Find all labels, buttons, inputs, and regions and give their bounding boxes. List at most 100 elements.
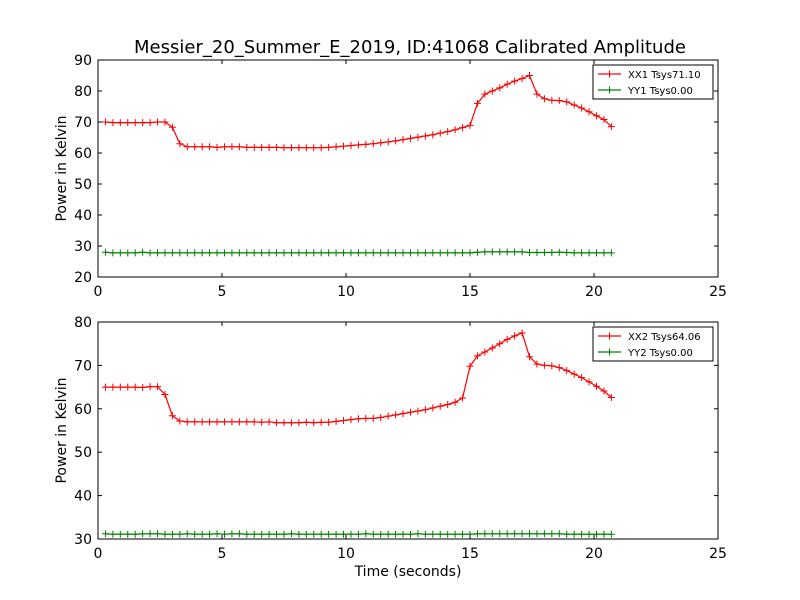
data-point [183, 530, 191, 538]
data-point [198, 530, 206, 538]
data-point [607, 123, 615, 131]
data-point [191, 143, 199, 151]
data-point [533, 249, 541, 257]
data-point [198, 418, 206, 426]
data-point [325, 143, 333, 151]
data-point [384, 412, 392, 420]
data-point [206, 249, 214, 257]
data-point [273, 249, 281, 257]
data-point [406, 134, 414, 142]
data-point [406, 530, 414, 538]
data-point [280, 530, 288, 538]
data-point [540, 95, 548, 103]
data-point [228, 143, 236, 151]
data-point [258, 143, 266, 151]
data-point [302, 418, 310, 426]
data-point [340, 417, 348, 425]
y-axis-label: Power in Kelvin [54, 115, 70, 221]
y-tick-label: 30 [74, 239, 92, 255]
data-point [578, 104, 586, 112]
data-point [518, 248, 526, 256]
data-point [250, 143, 258, 151]
data-point [563, 367, 571, 375]
axes-frame-1 [97, 59, 719, 278]
data-point [139, 530, 147, 538]
legend-entry: YY1 Tsys0.00 [627, 86, 693, 97]
data-point [191, 249, 199, 257]
data-point [488, 87, 496, 95]
legend-box [592, 64, 714, 100]
data-point [429, 249, 437, 257]
data-point [124, 383, 132, 391]
legend-entry: XX1 Tsys71.10 [628, 70, 701, 81]
data-point [362, 140, 370, 148]
data-point [280, 419, 288, 427]
data-point [168, 249, 176, 257]
data-point [124, 249, 132, 257]
x-tick-label: 5 [218, 546, 227, 562]
data-point [213, 530, 221, 538]
y-tick-label: 30 [74, 532, 92, 548]
data-point [139, 384, 147, 392]
data-point [116, 530, 124, 538]
data-point [146, 530, 154, 538]
data-point [273, 143, 281, 151]
x-axis-label: Time (seconds) [354, 564, 462, 580]
data-point [369, 140, 377, 148]
data-point [533, 90, 541, 98]
data-point [585, 249, 593, 257]
data-point [220, 143, 228, 151]
data-point [243, 249, 251, 257]
data-point [228, 530, 236, 538]
x-tick-label: 25 [709, 284, 727, 300]
data-point [146, 119, 154, 127]
data-point [220, 530, 228, 538]
y-tick-label: 20 [74, 270, 92, 286]
data-point [258, 418, 266, 426]
data-point [406, 408, 414, 416]
data-point [555, 530, 563, 538]
data-point [191, 530, 199, 538]
data-point [414, 407, 422, 415]
data-point [421, 132, 429, 140]
legend-entry: XX2 Tsys64.06 [628, 332, 701, 343]
data-point [518, 530, 526, 538]
data-point [332, 143, 340, 151]
data-point [406, 249, 414, 257]
x-tick-label: 5 [218, 284, 227, 300]
data-point [325, 249, 333, 257]
data-point [287, 419, 295, 427]
data-point [228, 249, 236, 257]
x-tick-label: 0 [94, 546, 103, 562]
legend-2: XX2 Tsys64.06 YY2 Tsys0.00 [592, 326, 714, 362]
data-point [295, 144, 303, 152]
data-point [503, 530, 511, 538]
data-point [310, 249, 318, 257]
data-point [414, 249, 422, 257]
data-point [533, 530, 541, 538]
data-point [511, 248, 519, 256]
data-point [347, 142, 355, 150]
data-point [473, 248, 481, 256]
data-point [466, 121, 474, 129]
data-point [273, 530, 281, 538]
data-point [511, 332, 519, 340]
data-point [176, 140, 184, 148]
data-point [250, 530, 258, 538]
data-point [526, 530, 534, 538]
data-point [600, 249, 608, 257]
data-point [429, 530, 437, 538]
data-point [206, 418, 214, 426]
x-tick-label: 0 [94, 284, 103, 300]
data-point [302, 249, 310, 257]
legend-1: XX1 Tsys71.10 YY1 Tsys0.00 [592, 64, 714, 100]
data-point [451, 398, 459, 406]
data-point [101, 383, 109, 391]
data-point [168, 412, 176, 420]
data-point [317, 418, 325, 426]
data-point [317, 530, 325, 538]
data-point [109, 530, 117, 538]
data-point [109, 383, 117, 391]
data-point [220, 249, 228, 257]
